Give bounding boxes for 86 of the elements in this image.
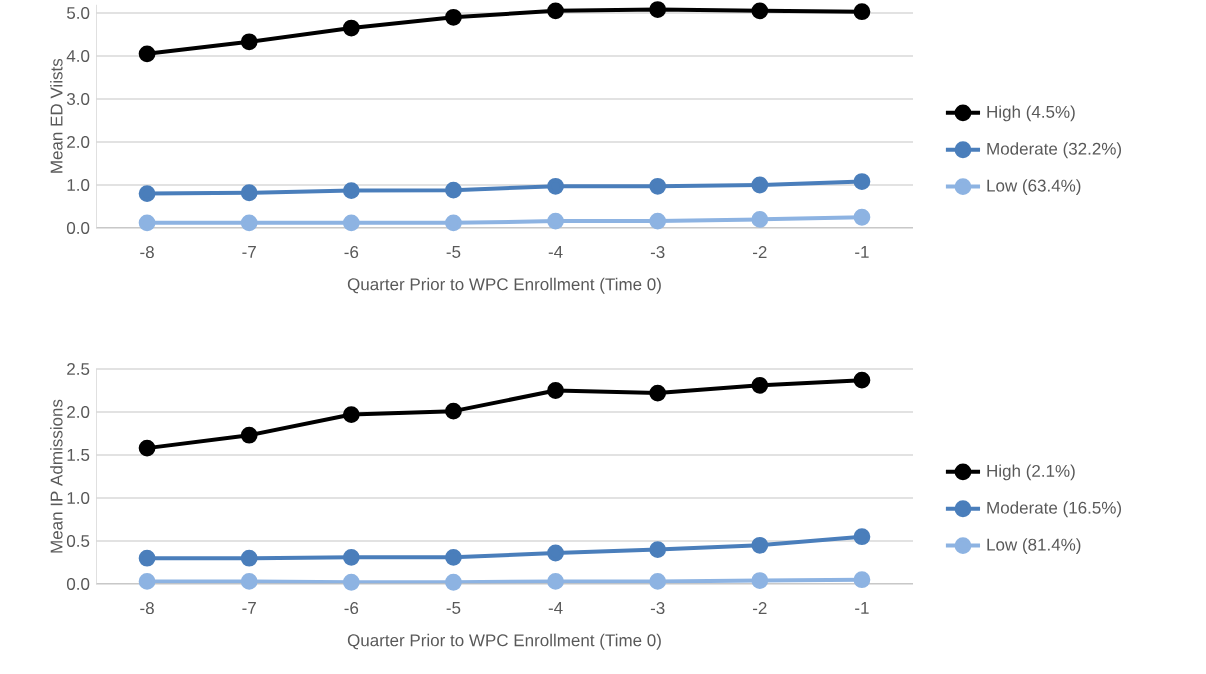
point	[751, 210, 769, 228]
point	[138, 214, 156, 232]
x-tick-label: -1	[855, 246, 869, 258]
x-tick-label: -6	[344, 602, 359, 615]
point	[751, 2, 769, 20]
point	[342, 214, 360, 232]
point	[240, 549, 258, 567]
y-tick-label: 4.0	[66, 49, 90, 62]
point	[138, 439, 156, 457]
x-tick-label: -6	[344, 246, 359, 259]
point	[547, 382, 564, 399]
point	[853, 3, 871, 21]
point	[445, 181, 462, 199]
point	[853, 371, 871, 389]
point	[853, 173, 871, 190]
x-tick-label: -3	[650, 602, 665, 615]
point	[751, 572, 769, 589]
point	[547, 177, 564, 195]
x-tick-label: -4	[548, 602, 563, 614]
x-tick-label: -7	[242, 602, 256, 614]
point	[138, 549, 156, 567]
x-tick-label: -5	[446, 602, 461, 614]
y-tick-label: 2.0	[67, 135, 90, 148]
x-tick-label: -8	[140, 246, 154, 259]
point	[751, 536, 769, 554]
point	[649, 541, 667, 558]
y-tick-label: 0.0	[66, 221, 90, 234]
y-tick-label: 1.5	[67, 449, 90, 461]
y-tick-label: 2.5	[67, 362, 90, 375]
y-tick-label: 5.0	[67, 6, 90, 19]
point	[547, 2, 564, 20]
x-tick-label: -1	[855, 602, 869, 614]
point	[649, 573, 667, 590]
point	[138, 185, 156, 202]
point	[649, 384, 667, 402]
point	[240, 33, 258, 51]
point	[138, 573, 156, 590]
point	[547, 573, 564, 590]
point	[649, 212, 667, 230]
legend-label: Low (63.4%)	[987, 179, 1081, 195]
y-tick-label: 3.0	[66, 92, 90, 105]
point	[445, 402, 462, 420]
point	[853, 528, 871, 546]
x-tick-label: -2	[753, 602, 767, 614]
point	[342, 182, 360, 199]
point	[342, 573, 360, 591]
y-tick-label: 1.0	[67, 491, 90, 504]
point	[138, 45, 156, 63]
point	[240, 214, 258, 232]
point	[751, 376, 769, 394]
point	[751, 176, 769, 194]
legend-label: High (2.1%)	[987, 464, 1075, 481]
y-tick-label: 2.0	[67, 405, 90, 418]
x-tick-label: -3	[650, 246, 665, 259]
x-axis-title: Quarter Prior to WPC Enrollment (Time 0)	[347, 633, 661, 650]
point	[547, 212, 564, 230]
point	[649, 177, 667, 195]
point	[445, 8, 462, 26]
legend-label: Low (81.4%)	[987, 538, 1081, 554]
x-tick-label: -2	[753, 246, 767, 258]
x-tick-label: -4	[548, 246, 563, 258]
point	[853, 571, 871, 589]
point	[240, 573, 258, 590]
legend-label: High (4.5%)	[987, 105, 1075, 122]
point	[342, 548, 360, 566]
x-tick-label: -8	[140, 602, 154, 615]
y-axis-title: Mean ED Viists	[50, 58, 63, 173]
y-axis-title: Mean IP Admissions	[50, 399, 63, 553]
legend-label: Moderate (32.2%)	[987, 142, 1122, 159]
y-tick-label: 0.0	[66, 577, 90, 590]
point	[445, 573, 462, 591]
point	[547, 544, 564, 562]
point	[240, 184, 258, 202]
point	[445, 214, 462, 232]
point	[240, 426, 258, 444]
point	[342, 406, 360, 423]
x-tick-label: -7	[242, 246, 256, 258]
point	[445, 548, 462, 566]
y-tick-label: 1.0	[67, 178, 90, 191]
point	[649, 1, 667, 18]
legend-label: Moderate (16.5%)	[987, 501, 1122, 518]
x-tick-label: -5	[446, 246, 461, 258]
y-tick-label: 0.5	[66, 534, 90, 547]
point	[853, 208, 871, 226]
x-axis-title: Quarter Prior to WPC Enrollment (Time 0)	[347, 277, 661, 294]
point	[342, 19, 360, 37]
